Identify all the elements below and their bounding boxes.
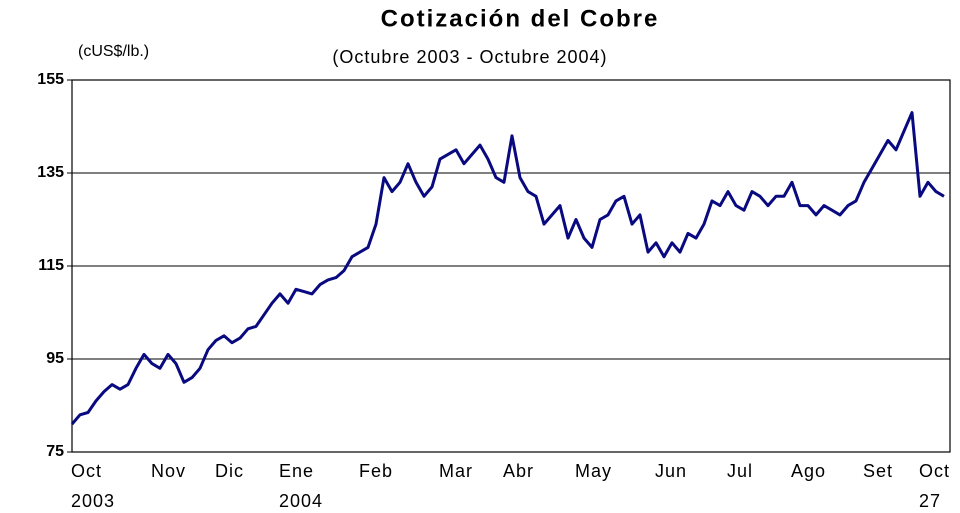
x-tick-label: Mar xyxy=(439,461,473,481)
x-tick-label: Nov xyxy=(151,461,187,481)
x-tick-label: Ago xyxy=(791,461,827,481)
x-tick-label: Feb xyxy=(359,461,394,481)
y-tick-label: 115 xyxy=(38,257,64,274)
y-tick-label: 95 xyxy=(46,350,64,367)
price-line xyxy=(70,111,945,426)
x-tick-label: Ene 2004 xyxy=(279,461,324,511)
x-tick-label: May xyxy=(575,461,613,481)
x-tick-label: Jul xyxy=(727,461,754,481)
x-tick-label: Oct 27 xyxy=(919,461,951,511)
y-axis-label: (cUS$/lb.) xyxy=(78,43,149,60)
x-tick-label: Oct 2003 xyxy=(71,461,116,511)
y-tick-label: 135 xyxy=(37,164,64,181)
x-tick-label: Abr xyxy=(503,461,535,481)
x-tick-label: Set xyxy=(863,461,894,481)
chart-subtitle: (Octubre 2003 - Octubre 2004) xyxy=(332,47,607,67)
x-tick-label: Dic xyxy=(215,461,244,481)
chart-title: Cotización del Cobre xyxy=(381,5,660,32)
x-tick-label: Jun xyxy=(655,461,688,481)
y-tick-label: 75 xyxy=(46,443,64,460)
y-tick-label: 155 xyxy=(37,71,64,88)
